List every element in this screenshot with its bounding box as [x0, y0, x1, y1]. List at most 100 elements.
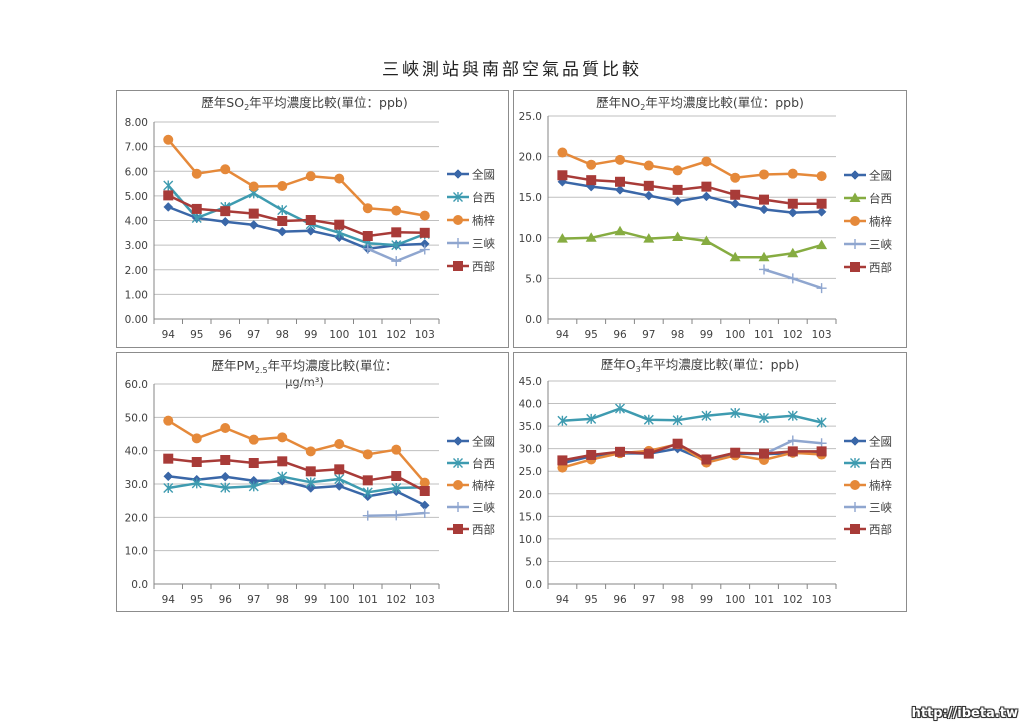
data-point: [557, 147, 568, 158]
data-point: [730, 189, 741, 200]
data-point: [643, 180, 654, 191]
legend-entry: 全國: [447, 435, 495, 449]
data-point: [816, 417, 827, 428]
data-point: [586, 449, 597, 460]
legend-entry: 三峽: [447, 237, 495, 251]
x-tick-label: 96: [613, 329, 627, 341]
series-line: [562, 442, 822, 462]
legend-label: 全國: [869, 169, 892, 183]
chart-title: 歷年SO2年平均濃度比較(單位：ppb): [201, 95, 407, 112]
data-point: [305, 446, 316, 457]
chart-title-rest: 年平均濃度比較(單位：ppb): [645, 95, 804, 110]
data-point: [614, 225, 626, 236]
data-point: [787, 247, 799, 258]
x-tick-label: 103: [812, 329, 832, 341]
data-point: [730, 408, 741, 419]
data-point: [759, 204, 769, 215]
x-tick-label: 101: [358, 594, 378, 606]
x-tick-label: 98: [276, 329, 289, 341]
series-3: [759, 264, 827, 294]
series-1: [557, 403, 827, 428]
data-point: [643, 190, 654, 201]
legend-marker: [850, 480, 860, 490]
data-point: [391, 510, 402, 521]
data-point: [419, 508, 430, 518]
o3-chart-svg: 歷年O3年平均濃度比較(單位：ppb) 0.0 5.0 10.0 15.0 20.0 25.…: [519, 357, 893, 606]
x-tick-label: 103: [415, 594, 435, 606]
data-point: [305, 215, 316, 226]
x-tick-label: 99: [304, 594, 317, 606]
y-tick-label: 0.0: [131, 579, 148, 591]
y-tick-label: 40.0: [519, 399, 542, 411]
data-point: [334, 219, 345, 230]
x-tick-label: 103: [812, 594, 832, 606]
x-tick-label: 99: [700, 329, 713, 341]
data-point: [759, 264, 769, 275]
x-tick-label: 102: [783, 329, 803, 341]
x-tick-label: 97: [247, 594, 260, 606]
data-point: [701, 181, 712, 192]
legend-marker: [453, 480, 463, 490]
data-point: [191, 203, 202, 214]
chart-title-main: 歷年NO: [596, 95, 640, 110]
data-point: [277, 226, 288, 237]
data-point: [672, 165, 683, 176]
x-tick-label: 99: [700, 594, 713, 606]
series-line: [562, 407, 822, 424]
data-point: [305, 171, 316, 182]
chart-title-rest: 年平均濃度比較(單位：: [268, 358, 398, 373]
chart-title-subscript: 2: [244, 103, 249, 112]
data-point: [585, 232, 597, 242]
data-point: [701, 156, 712, 167]
series-line: [562, 174, 822, 205]
legend-entry: 西部: [447, 523, 495, 537]
legend-label: 楠梓: [472, 479, 495, 493]
legend-entry: 三峽: [844, 238, 892, 252]
y-tick-label: 10.0: [519, 233, 542, 245]
legend-marker: [453, 238, 463, 248]
data-point: [163, 453, 174, 464]
series-0: [557, 176, 827, 218]
data-point: [556, 233, 568, 243]
no2-chart: 歷年NO2年平均濃度比較(單位：ppb) 0.0 5.0 10.0 15.0 20.0 25…: [513, 90, 907, 348]
series-line: [167, 184, 426, 247]
data-point: [557, 455, 568, 466]
data-point: [391, 471, 402, 481]
data-point: [759, 412, 769, 423]
chart-title: 歷年O3年平均濃度比較(單位：ppb): [601, 357, 800, 374]
legend-label: 楠梓: [869, 215, 892, 229]
legend-entry: 楠梓: [844, 215, 892, 229]
chart-title: 歷年NO2年平均濃度比較(單位：ppb): [596, 95, 804, 112]
x-tick-label: 96: [613, 594, 627, 606]
data-point: [391, 256, 402, 267]
series-0: [557, 443, 827, 468]
legend-entry: 西部: [447, 260, 495, 274]
data-point: [248, 481, 259, 492]
data-point: [362, 231, 373, 242]
data-point: [672, 184, 683, 195]
data-point: [362, 487, 373, 498]
data-point: [700, 235, 712, 246]
data-point: [787, 198, 798, 209]
chart-title-rest: 年平均濃度比較(單位：ppb): [641, 357, 800, 372]
y-tick-label: 35.0: [519, 421, 542, 433]
legend-marker: [850, 216, 860, 226]
data-point: [701, 410, 712, 421]
legend-label: 西部: [472, 260, 495, 274]
data-point: [615, 154, 625, 165]
series-2: [163, 415, 430, 488]
x-tick-label: 97: [642, 594, 655, 606]
y-tick-label: 1.00: [125, 289, 148, 301]
y-tick-label: 25.0: [519, 111, 542, 123]
legend-marker: [453, 169, 463, 179]
data-point: [615, 176, 625, 187]
y-tick-label: 20.0: [125, 512, 148, 524]
data-point: [816, 446, 827, 457]
y-tick-label: 4.00: [125, 216, 148, 228]
series-2: [557, 147, 827, 183]
data-point: [391, 240, 402, 251]
data-point: [672, 231, 684, 241]
data-point: [787, 435, 798, 446]
data-point: [391, 227, 402, 238]
x-tick-label: 100: [329, 329, 349, 341]
